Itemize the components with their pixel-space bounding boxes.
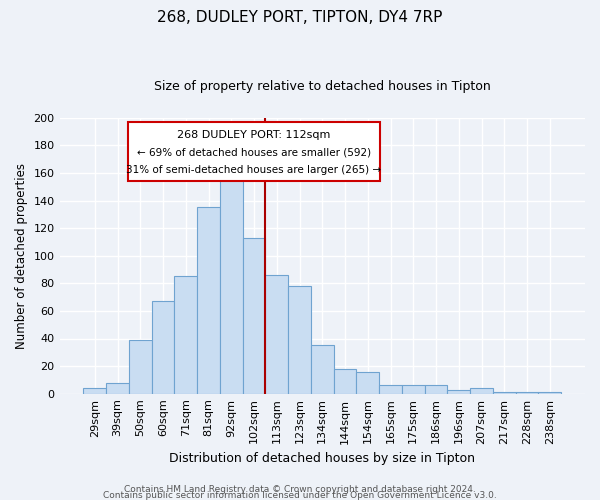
Bar [379,386,402,394]
Text: ← 69% of detached houses are smaller (592): ← 69% of detached houses are smaller (59… [137,148,371,158]
Bar [425,386,448,394]
X-axis label: Distribution of detached houses by size in Tipton: Distribution of detached houses by size … [169,452,475,465]
Bar [470,388,493,394]
Bar [288,286,311,394]
Bar [265,275,288,394]
Bar [106,382,129,394]
Bar [538,392,561,394]
Text: 268, DUDLEY PORT, TIPTON, DY4 7RP: 268, DUDLEY PORT, TIPTON, DY4 7RP [157,10,443,25]
Bar [152,302,175,394]
FancyBboxPatch shape [128,122,380,181]
Text: 268 DUDLEY PORT: 112sqm: 268 DUDLEY PORT: 112sqm [177,130,331,140]
Bar [448,390,470,394]
Bar [242,238,265,394]
Text: Contains public sector information licensed under the Open Government Licence v3: Contains public sector information licen… [103,491,497,500]
Bar [220,173,242,394]
Text: Contains HM Land Registry data © Crown copyright and database right 2024.: Contains HM Land Registry data © Crown c… [124,485,476,494]
Bar [356,372,379,394]
Bar [175,276,197,394]
Text: 31% of semi-detached houses are larger (265) →: 31% of semi-detached houses are larger (… [127,164,382,174]
Y-axis label: Number of detached properties: Number of detached properties [15,162,28,348]
Bar [83,388,106,394]
Bar [311,346,334,394]
Bar [334,369,356,394]
Bar [515,392,538,394]
Title: Size of property relative to detached houses in Tipton: Size of property relative to detached ho… [154,80,491,93]
Bar [197,208,220,394]
Bar [129,340,152,394]
Bar [402,386,425,394]
Bar [493,392,515,394]
